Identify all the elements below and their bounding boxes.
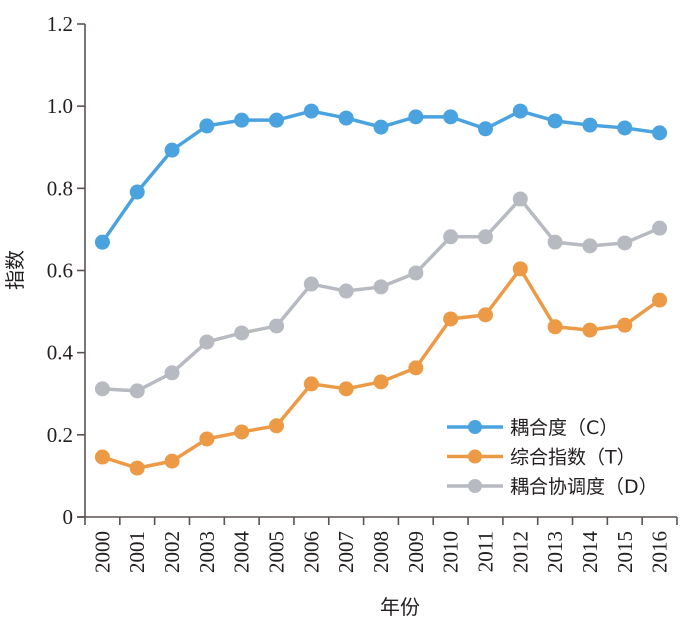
x-tick-label: 2015 — [613, 531, 637, 573]
data-point — [582, 238, 598, 254]
data-point — [338, 110, 354, 126]
data-point — [199, 431, 215, 447]
x-tick-label: 2010 — [439, 531, 463, 573]
data-point — [443, 311, 459, 327]
data-point — [582, 322, 598, 338]
x-tick-label: 2008 — [369, 531, 393, 573]
series-0 — [94, 103, 668, 250]
data-point — [512, 103, 528, 119]
data-point — [617, 317, 633, 333]
data-point — [234, 325, 250, 341]
data-point — [338, 283, 354, 299]
data-point — [408, 360, 424, 376]
data-point — [652, 292, 668, 308]
data-point — [164, 142, 180, 158]
x-tick-label: 2000 — [90, 531, 114, 573]
data-point — [129, 383, 145, 399]
data-point — [547, 319, 563, 335]
legend-label: 耦合协调度（D） — [510, 476, 658, 498]
data-point — [652, 125, 668, 141]
x-tick-label: 2007 — [334, 531, 358, 573]
x-tick-label: 2009 — [404, 531, 428, 573]
data-point — [617, 235, 633, 251]
x-tick-label: 2014 — [578, 531, 602, 574]
data-point — [408, 265, 424, 281]
y-axis-title: 指数 — [3, 250, 27, 290]
data-point — [94, 234, 110, 250]
series-line — [102, 197, 661, 393]
data-point — [652, 220, 668, 236]
data-point — [269, 418, 285, 434]
data-point — [512, 191, 528, 207]
y-tick-label: 0.6 — [47, 259, 73, 283]
data-point — [547, 113, 563, 129]
legend-item: 耦合协调度（D） — [447, 476, 658, 498]
legend-label: 耦合度（C） — [510, 417, 618, 439]
legend-swatch-marker — [468, 420, 482, 434]
axes — [77, 24, 677, 518]
x-tick-label: 2005 — [265, 531, 289, 573]
data-point — [373, 374, 389, 390]
legend-label: 综合指数（T） — [510, 447, 636, 469]
data-point — [164, 365, 180, 381]
data-point — [477, 307, 493, 323]
legend-item: 综合指数（T） — [447, 447, 636, 469]
data-point — [373, 279, 389, 295]
legend-swatch-marker — [468, 449, 482, 464]
data-point — [443, 109, 459, 125]
data-point — [199, 118, 215, 134]
data-point — [199, 334, 215, 350]
y-tick-label: 0 — [63, 505, 74, 529]
series-2 — [94, 191, 668, 399]
y-tick-label: 1.2 — [47, 12, 73, 36]
data-point — [129, 460, 145, 476]
x-axis-title: 年份 — [380, 595, 420, 619]
data-point — [234, 424, 250, 440]
x-tick-label: 2004 — [230, 531, 254, 574]
data-point — [303, 103, 319, 119]
x-tick-label: 2006 — [299, 531, 323, 573]
data-point — [234, 112, 250, 128]
data-point — [338, 381, 354, 397]
data-point — [94, 381, 110, 397]
data-point — [129, 184, 145, 200]
data-point — [512, 261, 528, 277]
legend-swatch-marker — [468, 479, 482, 493]
y-tick-label: 0.2 — [47, 423, 73, 447]
x-tick-label: 2001 — [125, 531, 149, 573]
x-tick-label: 2002 — [160, 531, 184, 573]
data-point — [94, 449, 110, 465]
x-tick-label: 2011 — [473, 531, 497, 572]
data-point — [582, 117, 598, 133]
x-tick-label: 2012 — [508, 531, 532, 573]
data-point — [303, 276, 319, 292]
y-tick-label: 1.0 — [47, 94, 73, 118]
data-point — [269, 112, 285, 128]
series-1 — [94, 261, 668, 476]
legend: 耦合度（C） 综合指数（T） 耦合协调度（D） — [447, 417, 658, 498]
x-ticks: 2000 2001 2002 2003 2004 2005 2006 2007 2008 2009… — [84, 517, 678, 574]
x-tick-label: 2003 — [195, 531, 219, 573]
data-point — [617, 120, 633, 136]
y-tick-label: 0.8 — [47, 176, 73, 200]
data-point — [373, 119, 389, 135]
data-point — [443, 229, 459, 245]
x-tick-label: 2013 — [543, 531, 567, 573]
x-tick-label: 2016 — [648, 531, 672, 573]
data-point — [477, 229, 493, 245]
y-tick-label: 0.4 — [47, 341, 74, 365]
data-point — [547, 234, 563, 250]
data-point — [303, 376, 319, 392]
series-layer — [94, 103, 668, 476]
legend-item: 耦合度（C） — [447, 417, 618, 439]
y-ticks: 0 0.2 0.4 0.6 0.8 1.0 1.2 — [47, 12, 85, 529]
data-point — [477, 121, 493, 137]
data-point — [269, 318, 285, 334]
data-point — [164, 453, 180, 469]
data-point — [408, 109, 424, 125]
